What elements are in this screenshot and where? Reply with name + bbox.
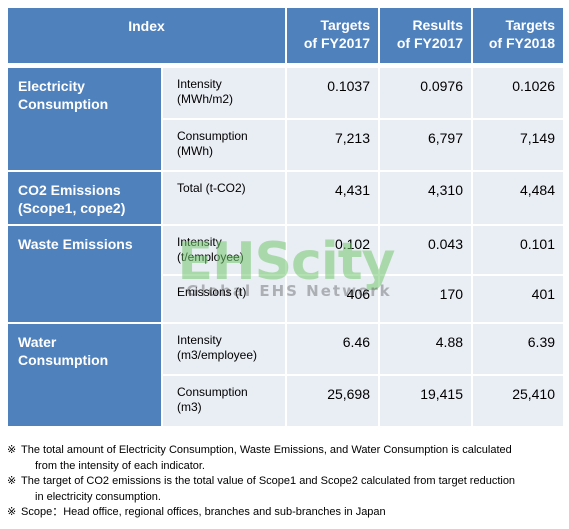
value-cell: 25,698 <box>285 374 381 428</box>
header-label-line: of FY2018 <box>488 35 556 51</box>
header-label-line: Results <box>412 17 464 33</box>
value-cell: 401 <box>471 274 566 324</box>
category-co2-emissions: CO2 Emissions (Scope1, cope2) <box>6 170 163 226</box>
value-cell: 7,149 <box>471 118 566 172</box>
value-cell: 4,431 <box>285 170 381 226</box>
category-waste-emissions: Waste Emissions <box>6 224 163 324</box>
category-label-line: Waste Emissions <box>18 236 133 252</box>
header-label-line: of FY2017 <box>396 35 464 51</box>
value-cell: 0.102 <box>285 224 381 276</box>
table-row: Water Consumption Intensity (m3/employee) … <box>6 322 566 428</box>
value-cell: 4,310 <box>378 170 474 226</box>
value-cell: 6,797 <box>378 118 474 172</box>
category-label-line: Water <box>18 334 57 350</box>
table-row: Consumption (MWh) 7,213 6,797 7,149 <box>7 118 566 172</box>
subrow-label-line: (MWh/m2) <box>177 92 233 106</box>
subrow-label: Intensity (t/employee) <box>160 224 288 276</box>
table-row: Waste Emissions Intensity (t/employee) 0.… <box>6 224 566 324</box>
value-cell: 6.39 <box>471 322 566 376</box>
header-index: Index <box>5 6 288 65</box>
footnote-text: Scope：Head office, regional offices, bra… <box>21 505 563 521</box>
category-water-consumption: Water Consumption <box>6 322 163 428</box>
value-cell: 0.0976 <box>378 66 474 120</box>
category-label-line: (Scope1, cope2) <box>18 200 126 216</box>
subrow-label-line: Intensity <box>177 77 222 91</box>
table-row: Electricity Consumption Intensity (MWh/m2)… <box>6 66 566 172</box>
footnote-line: from the intensity of each indicator. <box>35 459 205 472</box>
subrow-label-line: Consumption <box>177 129 248 143</box>
header-index-label: Index <box>128 18 165 34</box>
category-label-line: Electricity <box>18 78 85 94</box>
category-electricity: Electricity Consumption <box>6 66 163 172</box>
value-cell: 25,410 <box>471 374 566 428</box>
subrow-label-line: (m3) <box>177 400 202 414</box>
subrow-label-line: (m3/employee) <box>177 348 258 362</box>
reference-mark: ※ <box>7 475 17 487</box>
footnote-line: The total amount of Electricity Consumpt… <box>21 444 512 456</box>
subrow-label: Total (t-CO2) <box>160 170 288 226</box>
subrow-label: Emissions (t) <box>160 274 288 324</box>
value-cell: 0.1037 <box>285 66 381 120</box>
category-label-line: Consumption <box>18 352 109 368</box>
header-row: Index Targets of FY2017 Results of FY2017 … <box>5 6 566 65</box>
footnote-text: The target of CO2 emissions is the total… <box>21 474 563 505</box>
table-row: Consumption (m3) 25,698 19,415 25,410 <box>7 374 566 428</box>
reference-mark: ※ <box>7 506 17 518</box>
subrow-label: Consumption (MWh) <box>160 118 288 172</box>
targets-results-table: Index Targets of FY2017 Results of FY2017 … <box>5 6 566 428</box>
subrow-label: Consumption (m3) <box>160 374 288 428</box>
value-cell: 4.88 <box>378 322 474 376</box>
subrow-label-line: Intensity <box>177 235 222 249</box>
footnote: ※ Scope：Head office, regional offices, b… <box>7 505 563 521</box>
reference-mark: ※ <box>7 444 17 456</box>
subrow-label-line: Consumption <box>177 385 248 399</box>
category-label-line: Consumption <box>18 96 109 112</box>
value-cell: 0.101 <box>471 224 566 276</box>
value-cell: 406 <box>285 274 381 324</box>
value-cell: 6.46 <box>285 322 381 376</box>
value-cell: 0.1026 <box>471 66 566 120</box>
subrow-label-line: Intensity <box>177 333 222 347</box>
header-targets-fy2017: Targets of FY2017 <box>285 6 381 65</box>
value-cell: 19,415 <box>378 374 474 428</box>
footnote: ※ The target of CO2 emissions is the tot… <box>7 474 563 505</box>
header-label-line: of FY2017 <box>303 35 371 51</box>
footnotes: ※ The total amount of Electricity Consum… <box>7 443 563 521</box>
subrow-label-line: (t/employee) <box>177 250 244 264</box>
category-label-line: CO2 Emissions <box>18 182 121 198</box>
subrow-label-line: (MWh) <box>177 144 213 158</box>
header-results-fy2017: Results of FY2017 <box>378 6 474 65</box>
footnote-line: in electricity consumption. <box>35 490 161 503</box>
footnote: ※ The total amount of Electricity Consum… <box>7 443 563 474</box>
value-cell: 7,213 <box>285 118 381 172</box>
footnote-line: Scope：Head office, regional offices, bra… <box>21 506 386 518</box>
header-label-line: Targets <box>505 17 556 33</box>
footnote-line: The target of CO2 emissions is the total… <box>21 475 516 487</box>
value-cell: 0.043 <box>378 224 474 276</box>
header-targets-fy2018: Targets of FY2018 <box>471 6 566 65</box>
value-cell: 4,484 <box>471 170 566 226</box>
table-row: Emissions (t) 406 170 401 <box>7 274 566 324</box>
footnote-text: The total amount of Electricity Consumpt… <box>21 443 563 474</box>
table-row: CO2 Emissions (Scope1, cope2) Total (t-CO… <box>6 170 566 226</box>
header-label-line: Targets <box>320 17 371 33</box>
subrow-label-line: Total (t-CO2) <box>177 181 246 195</box>
data-table-container: Index Targets of FY2017 Results of FY2017 … <box>5 6 566 428</box>
value-cell: 170 <box>378 274 474 324</box>
subrow-label: Intensity (m3/employee) <box>160 322 288 376</box>
subrow-label: Intensity (MWh/m2) <box>160 66 288 120</box>
subrow-label-line: Emissions (t) <box>177 285 247 299</box>
